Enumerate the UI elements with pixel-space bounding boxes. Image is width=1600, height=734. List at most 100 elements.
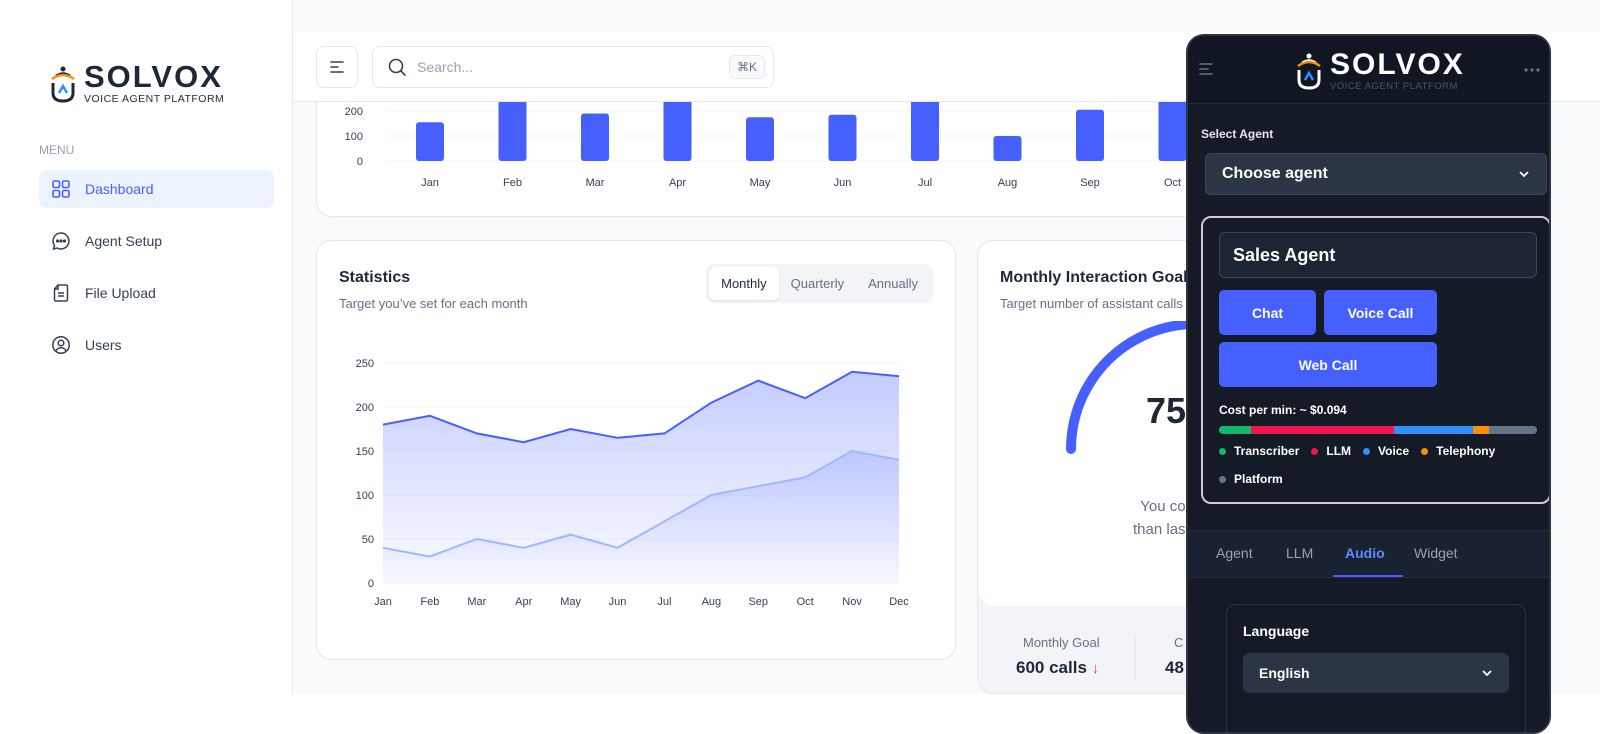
agent-widget-panel: SOLVOX VOICE AGENT PLATFORM Select Agent…: [1186, 34, 1551, 734]
language-value: English: [1259, 665, 1310, 681]
goal-subtitle: Target number of assistant calls: [1000, 296, 1183, 311]
more-options-icon[interactable]: [1523, 67, 1541, 73]
legend-item: Transcriber: [1219, 444, 1299, 458]
x-tick-label: Sep: [1080, 177, 1100, 189]
cost-breakdown-bar: [1219, 426, 1537, 434]
statistics-title: Statistics: [339, 269, 411, 286]
grid-icon: [52, 180, 70, 198]
panel-header: SOLVOX VOICE AGENT PLATFORM: [1188, 36, 1549, 104]
sidebar-item-dashboard[interactable]: Dashboard: [39, 170, 274, 208]
hamburger-icon: [330, 61, 344, 73]
agent-card: Sales Agent Chat Voice Call Web Call Cos…: [1201, 216, 1549, 504]
web-call-button[interactable]: Web Call: [1219, 342, 1437, 387]
language-section: Language English: [1226, 604, 1526, 732]
brand-logo[interactable]: SOLVOX VOICE AGENT PLATFORM: [48, 61, 225, 105]
sidebar-item-users[interactable]: Users: [39, 326, 274, 364]
panel-tabs: Agent LLM Audio Widget: [1188, 530, 1549, 578]
legend-label: Telephony: [1436, 444, 1496, 458]
tab-monthly[interactable]: Monthly: [709, 267, 779, 300]
tab-llm[interactable]: LLM: [1286, 545, 1314, 561]
chevron-down-icon: [1482, 670, 1492, 677]
trend-down-icon: ↓: [1091, 660, 1100, 677]
search-input[interactable]: [417, 59, 717, 75]
x-tick-label: Oct: [1164, 177, 1181, 189]
cost-segment-platform: [1489, 426, 1537, 434]
search-icon: [388, 58, 406, 76]
sidebar: SOLVOX VOICE AGENT PLATFORM MENU Dashboa…: [0, 0, 293, 694]
legend-dot: [1219, 475, 1226, 483]
brand-tagline: VOICE AGENT PLATFORM: [84, 93, 225, 105]
x-tick-label: Nov: [842, 596, 862, 608]
hamburger-icon[interactable]: [1198, 62, 1214, 76]
chat-bubble-icon: [52, 232, 70, 251]
x-tick-label: May: [750, 177, 771, 189]
y-tick-label: 50: [362, 534, 374, 546]
menu-toggle-button[interactable]: [316, 46, 358, 88]
panel-brand-name: SOLVOX: [1330, 48, 1465, 81]
x-tick-label: Feb: [503, 177, 522, 189]
y-tick-label: 100: [345, 131, 363, 143]
cost-per-min: Cost per min: ~ $0.094: [1219, 403, 1347, 417]
monthly-goal-value: 600 calls ↓: [1016, 658, 1099, 678]
statistics-subtitle: Target you’ve set for each month: [339, 296, 528, 311]
tab-audio[interactable]: Audio: [1345, 545, 1385, 561]
statistics-area-chart: 0 50 100 150 200 250 Jan Feb Mar Apr May Jun Jul Aug S…: [356, 358, 910, 608]
search-shortcut-badge: ⌘K: [728, 55, 765, 79]
cost-legend: Transcriber LLM Voice Telephony Platform: [1219, 444, 1539, 486]
legend-label: Transcriber: [1234, 444, 1300, 458]
logo-icon: [51, 66, 75, 103]
bar: [746, 117, 774, 161]
legend-dot: [1421, 447, 1429, 455]
x-tick-label: Oct: [797, 596, 814, 608]
legend-item: Telephony: [1421, 444, 1495, 458]
sidebar-item-label: File Upload: [85, 285, 156, 301]
sidebar-item-label: Dashboard: [85, 181, 154, 197]
x-tick-label: Jul: [918, 177, 932, 189]
tab-annually[interactable]: Annually: [868, 276, 918, 291]
panel-brand-tagline: VOICE AGENT PLATFORM: [1330, 81, 1458, 92]
chat-button[interactable]: Chat: [1219, 290, 1316, 335]
bar: [1076, 109, 1104, 161]
tab-agent[interactable]: Agent: [1216, 545, 1253, 561]
monthly-goal-label: Monthly Goal: [1023, 635, 1100, 650]
voice-call-button[interactable]: Voice Call: [1324, 290, 1437, 335]
tab-quarterly[interactable]: Quarterly: [790, 276, 845, 291]
sidebar-item-label: Agent Setup: [85, 233, 163, 249]
y-tick-label: 250: [356, 358, 374, 370]
x-tick-label: Jun: [609, 596, 627, 608]
x-tick-label: May: [560, 596, 581, 608]
search-box[interactable]: ⌘K: [372, 46, 774, 88]
legend-item: Voice: [1363, 444, 1409, 458]
legend-item: LLM: [1311, 444, 1351, 458]
agent-name-field[interactable]: Sales Agent: [1219, 232, 1537, 278]
x-tick-label: Jan: [374, 596, 392, 608]
x-tick-label: Aug: [702, 596, 722, 608]
tab-widget[interactable]: Widget: [1414, 545, 1458, 561]
x-tick-label: Feb: [420, 596, 439, 608]
goal-title: Monthly Interaction Goal: [1000, 269, 1188, 286]
active-tab-indicator: [1333, 575, 1403, 577]
sidebar-item-file-upload[interactable]: File Upload: [39, 274, 274, 312]
language-select[interactable]: English: [1243, 653, 1509, 693]
legend-dot: [1311, 447, 1319, 455]
series-line: [382, 449, 900, 558]
legend-dot: [1219, 447, 1226, 455]
y-tick-label: 100: [356, 490, 374, 502]
user-circle-icon: [52, 336, 70, 354]
bar: [581, 113, 609, 161]
select-agent-label: Select Agent: [1201, 127, 1274, 141]
monthly-goal-number: 600 calls: [1016, 658, 1087, 677]
sidebar-item-agent-setup[interactable]: Agent Setup: [39, 222, 274, 260]
bar: [828, 114, 857, 161]
agent-select[interactable]: Choose agent: [1205, 153, 1547, 195]
language-label: Language: [1243, 623, 1310, 639]
x-tick-label: Jun: [834, 177, 852, 189]
cost-segment-llm: [1250, 426, 1394, 434]
cost-segment-voice: [1393, 426, 1474, 434]
y-tick-label: 0: [368, 578, 374, 590]
logo-icon: [1297, 53, 1321, 90]
cost-segment-telephony: [1473, 426, 1490, 434]
bar: [993, 136, 1022, 161]
legend-label: Voice: [1378, 444, 1410, 458]
statistics-card: Statistics Target you’ve set for each mo…: [316, 240, 956, 660]
